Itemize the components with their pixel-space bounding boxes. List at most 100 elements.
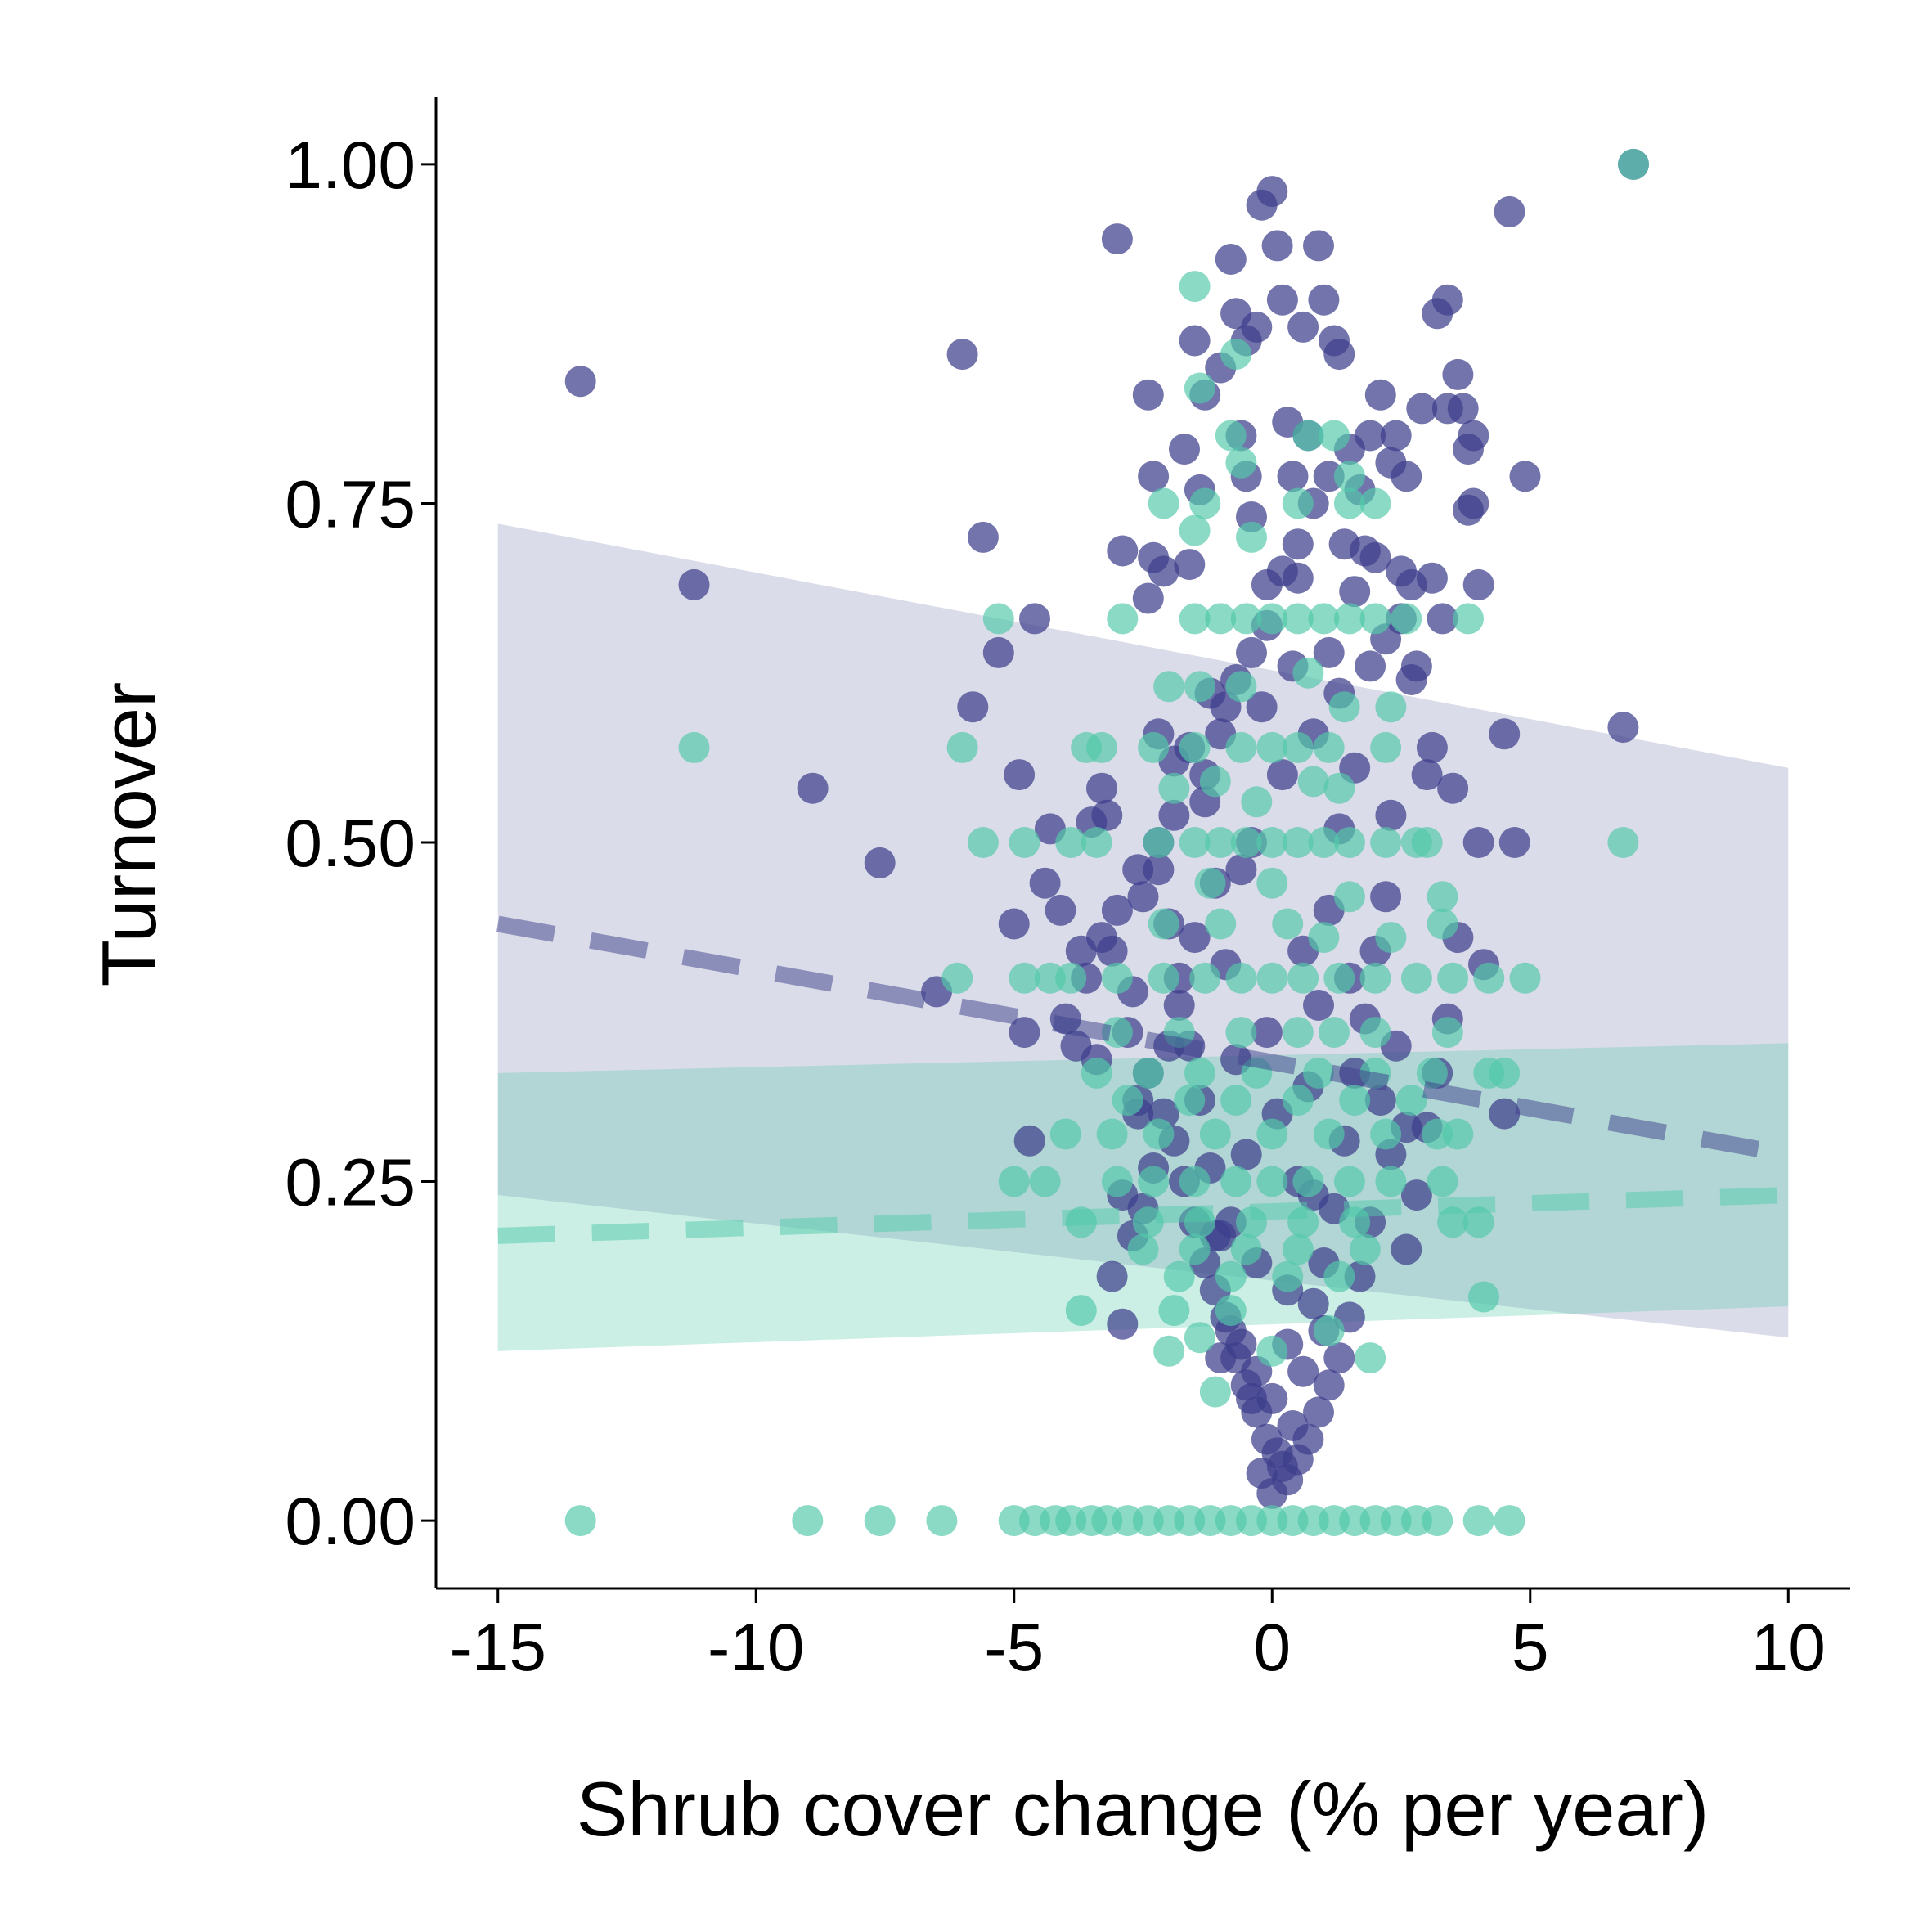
scatter-point-series-2 xyxy=(1081,827,1112,858)
scatter-point-series-2 xyxy=(1333,461,1365,492)
y-tick-label: 0.50 xyxy=(285,806,416,881)
scatter-point-series-2 xyxy=(1333,827,1365,858)
scatter-point-series-2 xyxy=(1349,1233,1381,1265)
scatter-point-series-2 xyxy=(1370,731,1402,763)
scatter-point-series-2 xyxy=(1256,1335,1288,1367)
scatter-point-series-1 xyxy=(1266,759,1298,791)
scatter-point-series-1 xyxy=(1359,541,1391,573)
scatter-point-series-2 xyxy=(1225,447,1257,479)
scatter-point-series-1 xyxy=(1096,1260,1128,1292)
scatter-point-series-2 xyxy=(1323,772,1355,804)
scatter-point-series-2 xyxy=(1375,922,1407,954)
scatter-point-series-2 xyxy=(1313,731,1345,763)
scatter-point-series-2 xyxy=(1411,827,1443,858)
scatter-point-series-2 xyxy=(1282,1085,1314,1117)
scatter-point-series-1 xyxy=(1313,636,1345,668)
scatter-point-series-2 xyxy=(1256,827,1288,858)
scatter-point-series-2 xyxy=(1400,962,1432,994)
scatter-point-series-2 xyxy=(1431,1017,1463,1049)
scatter-point-series-2 xyxy=(1241,786,1273,818)
scatter-point-series-2 xyxy=(1256,731,1288,763)
scatter-point-series-1 xyxy=(1004,759,1036,791)
scatter-point-series-1 xyxy=(1406,393,1438,425)
scatter-point-series-2 xyxy=(1272,908,1304,940)
scatter-point-series-2 xyxy=(1199,1118,1231,1150)
scatter-point-series-1 xyxy=(1375,799,1407,831)
scatter-point-series-2 xyxy=(1112,1085,1143,1117)
y-tick-label: 0.25 xyxy=(285,1146,416,1220)
scatter-point-series-2 xyxy=(1297,766,1329,798)
scatter-point-series-1 xyxy=(1256,1382,1288,1414)
scatter-point-series-2 xyxy=(1199,766,1231,798)
scatter-point-series-2 xyxy=(1215,1260,1247,1292)
scatter-point-series-2 xyxy=(1220,339,1252,371)
scatter-point-series-1 xyxy=(1355,420,1386,452)
scatter-point-series-1 xyxy=(1277,461,1309,492)
scatter-point-series-1 xyxy=(1427,603,1458,635)
scatter-point-series-1 xyxy=(1065,935,1097,967)
scatter-point-series-1 xyxy=(1395,664,1427,695)
scatter-point-series-1 xyxy=(1256,176,1288,208)
scatter-point-series-1 xyxy=(1127,881,1159,913)
scatter-point-series-2 xyxy=(1282,1017,1314,1049)
scatter-point-series-1 xyxy=(1132,379,1164,411)
scatter-point-series-2 xyxy=(1308,922,1340,954)
scatter-point-series-2 xyxy=(1375,691,1407,723)
y-axis-ticks: 0.00 0.25 0.50 0.75 1.00 xyxy=(285,128,436,1559)
scatter-point-series-1 xyxy=(1215,244,1247,275)
scatter-point-series-2 xyxy=(1370,827,1402,858)
scatter-point-series-2 xyxy=(1148,487,1179,519)
scatter-point-series-2 xyxy=(1132,1206,1164,1238)
scatter-point-series-1 xyxy=(1163,990,1195,1021)
scatter-point-series-1 xyxy=(1158,799,1190,831)
scatter-point-series-2 xyxy=(1427,881,1458,913)
scatter-point-series-1 xyxy=(1494,195,1525,227)
scatter-point-series-2 xyxy=(1256,603,1288,635)
scatter-point-series-2 xyxy=(1442,1118,1474,1150)
scatter-point-series-2 xyxy=(1174,1085,1206,1117)
scatter-point-series-2 xyxy=(1086,731,1117,763)
scatter-point-series-2 xyxy=(1319,420,1350,452)
scatter-point-series-1 xyxy=(1261,230,1293,262)
scatter-point-series-2 xyxy=(1148,962,1179,994)
scatter-point-series-2 xyxy=(1194,867,1226,899)
x-axis-ticks: -15 -10 -5 0 5 10 xyxy=(449,1588,1826,1685)
scatter-point-series-1 xyxy=(1364,1085,1396,1117)
fit-line-1 xyxy=(496,915,1790,1163)
scatter-point-series-2 xyxy=(1009,827,1040,858)
scatter-point-series-2 xyxy=(1339,1085,1371,1117)
scatter-point-series-2 xyxy=(1205,908,1237,940)
scatter-point-series-2 xyxy=(1184,1322,1215,1354)
scatter-point-series-2 xyxy=(1230,603,1262,635)
scatter-point-series-2 xyxy=(1179,271,1211,303)
scatter-point-series-2 xyxy=(1127,1233,1159,1265)
scatter-point-series-2 xyxy=(864,1505,896,1537)
scatter-point-series-1 xyxy=(1205,1342,1237,1374)
scatter-point-series-2 xyxy=(946,731,978,763)
scatter-point-series-1 xyxy=(1313,1369,1345,1401)
scatter-point-series-2 xyxy=(1215,420,1247,452)
scatter-point-series-1 xyxy=(1013,1125,1045,1157)
scatter-point-series-1 xyxy=(1607,712,1639,744)
scatter-point-series-2 xyxy=(1055,962,1087,994)
scatter-point-series-1 xyxy=(1416,562,1448,594)
scatter-point-series-2 xyxy=(1101,1166,1133,1197)
scatter-point-series-1 xyxy=(1303,990,1334,1021)
scatter-point-series-1 xyxy=(678,568,710,600)
scatter-point-series-2 xyxy=(1205,827,1237,858)
scatter-point-series-1 xyxy=(1303,1396,1334,1428)
scatter-point-series-2 xyxy=(1272,1260,1304,1292)
scatter-point-series-2 xyxy=(564,1505,596,1537)
scatter-point-series-2 xyxy=(1395,1085,1427,1117)
scatter-point-series-1 xyxy=(1091,799,1123,831)
scatter-point-series-2 xyxy=(1323,1260,1355,1292)
scatter-point-series-2 xyxy=(1282,1233,1314,1265)
scatter-point-series-1 xyxy=(1297,1287,1329,1319)
scatter-point-series-1 xyxy=(1411,759,1443,791)
scatter-point-series-1 xyxy=(957,691,989,723)
x-tick-label: 10 xyxy=(1751,1611,1826,1685)
scatter-point-series-2 xyxy=(1236,521,1267,553)
fit-lines xyxy=(496,915,1790,1244)
scatter-point-series-2 xyxy=(1437,962,1469,994)
scatter-point-series-2 xyxy=(1462,1206,1494,1238)
